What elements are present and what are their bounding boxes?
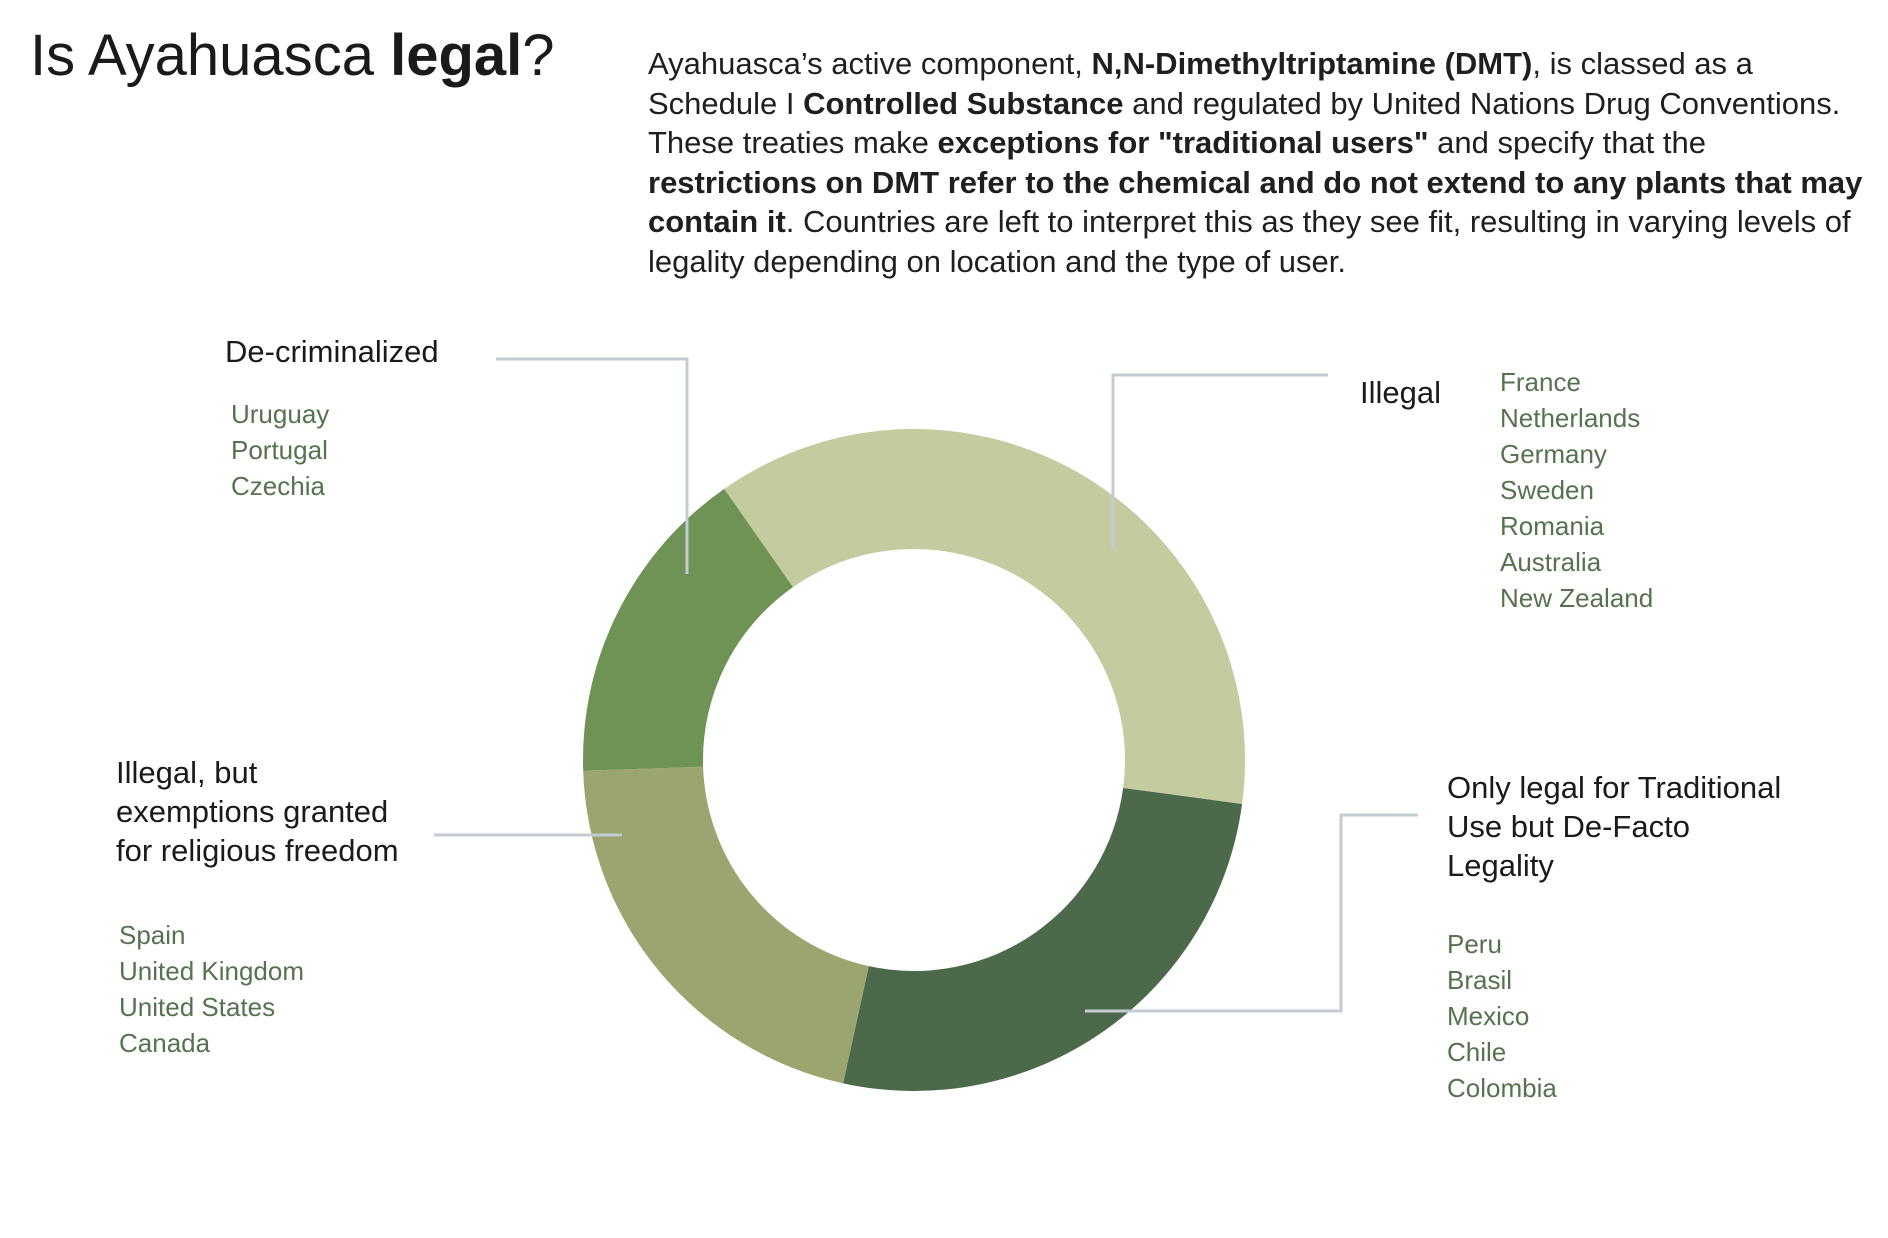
country-item: Sweden: [1500, 475, 1594, 505]
intro-emphasis: N,N-Dimethyltriptamine (DMT): [1091, 46, 1533, 81]
donut-slices: [583, 429, 1245, 1091]
label-religious-line: exemptions granted: [116, 794, 389, 829]
leader-line-illegal: [1111, 373, 1328, 549]
label-religious-line: for religious freedom: [116, 833, 399, 868]
country-item: Uruguay: [231, 399, 330, 429]
country-item: United Kingdom: [119, 956, 304, 986]
label-religious-line: Illegal, but: [116, 755, 258, 790]
title-bold: legal: [390, 23, 523, 88]
leader-line-traditional: [1085, 813, 1418, 1013]
country-list-decriminalized: Uruguay Portugal Czechia: [231, 396, 329, 504]
donut-slice-traditional: [843, 788, 1243, 1091]
country-item: Australia: [1500, 547, 1602, 577]
intro-text: . Countries are left to interpret this a…: [648, 204, 1851, 279]
label-decriminalized: De-criminalized: [225, 332, 439, 371]
intro-emphasis: exceptions for "traditional users": [937, 125, 1429, 160]
intro-emphasis: restrictions on DMT refer to the chemica…: [648, 164, 1863, 240]
country-item: Netherlands: [1500, 403, 1641, 433]
intro-emphasis: Controlled Substance: [803, 85, 1124, 121]
label-religious: Illegal, but exemptions granted for reli…: [116, 753, 399, 870]
country-item: Mexico: [1447, 1001, 1530, 1031]
label-traditional-line: Use but De-Facto: [1447, 809, 1690, 844]
country-item: New Zealand: [1500, 583, 1654, 613]
country-list-illegal: France Netherlands Germany Sweden Romania Aus…: [1500, 364, 1653, 616]
country-item: Brasil: [1447, 965, 1513, 995]
country-item: Romania: [1500, 511, 1605, 541]
title-suffix: ?: [522, 23, 555, 88]
label-traditional-line: Only legal for Traditional: [1447, 770, 1782, 805]
country-item: France: [1500, 367, 1581, 397]
intro-text: , is classed as a Schedule I: [648, 46, 1753, 121]
country-item: United States: [119, 992, 276, 1022]
country-item: Portugal: [231, 435, 328, 465]
page-title: Is Ayahuasca legal?: [30, 24, 555, 88]
label-traditional-line: Legality: [1447, 848, 1554, 883]
donut-slice-religious: [583, 766, 869, 1084]
donut-slice-decriminalized: [583, 488, 793, 771]
intro-text: and specify that the: [1428, 125, 1707, 160]
country-list-religious: Spain United Kingdom United States Canada: [119, 917, 304, 1061]
country-item: Colombia: [1447, 1073, 1557, 1103]
intro-paragraph: Ayahuasca’s active component, N,N-Dimeth…: [648, 44, 1863, 281]
country-item: Czechia: [231, 471, 325, 501]
intro-text: Ayahuasca’s active component,: [648, 46, 1092, 81]
label-decriminalized-text: De-criminalized: [225, 334, 439, 369]
leader-lines: [434, 357, 1418, 1013]
label-illegal-text: Illegal: [1360, 375, 1441, 410]
country-item: Germany: [1500, 439, 1607, 469]
label-traditional: Only legal for Traditional Use but De-Fa…: [1447, 768, 1781, 885]
label-illegal: Illegal: [1360, 373, 1441, 412]
intro-text: and regulated by United Nations Drug Con…: [648, 85, 1841, 161]
country-item: Chile: [1447, 1037, 1507, 1067]
country-item: Spain: [119, 920, 186, 950]
country-item: Peru: [1447, 929, 1502, 959]
donut-slice-illegal: [724, 429, 1245, 804]
title-prefix: Is Ayahuasca: [30, 23, 391, 88]
country-item: Canada: [119, 1028, 211, 1058]
country-list-traditional: Peru Brasil Mexico Chile Colombia: [1447, 926, 1557, 1106]
leader-line-decriminalized: [496, 357, 689, 574]
